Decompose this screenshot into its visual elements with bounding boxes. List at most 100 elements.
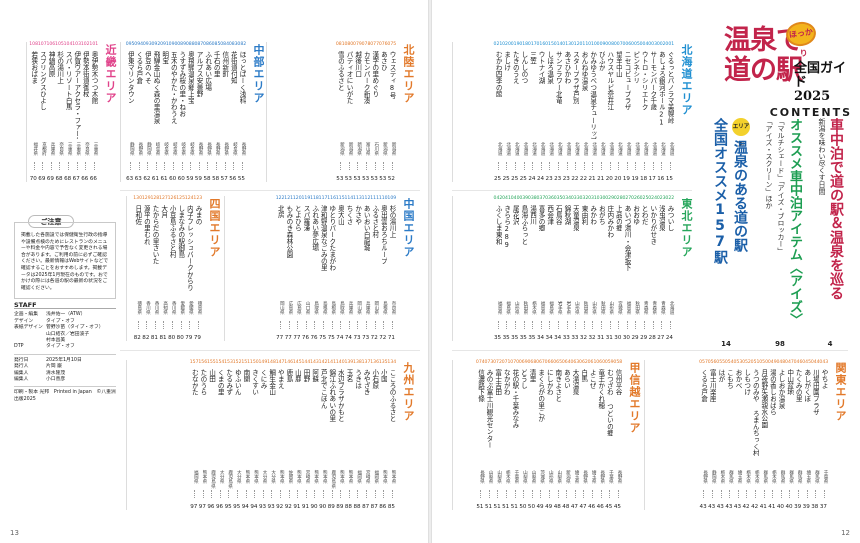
station-entry[interactable]: 004 ウトロ・シリエトク 北海道 18 xyxy=(640,42,649,182)
station-entry[interactable]: 104 スパ・リゾート白馬 三重県 68 xyxy=(64,42,73,182)
station-entry[interactable]: 109 杉の湯川上 奈良県 71 xyxy=(387,196,396,341)
station-entry[interactable]: 003 サーモンパーク千歳 北海道 17 xyxy=(648,42,657,182)
station-entry[interactable]: 073 みのぶ富士川観光センター 山梨県 51 xyxy=(485,360,494,510)
station-entry[interactable]: 046 たくみの里 群馬県 39 xyxy=(794,360,803,510)
station-entry[interactable]: 078 カモンパーク新湊 富山県 53 xyxy=(362,42,371,182)
station-entry[interactable]: 081 雪のふるさと 新潟県 53 xyxy=(336,42,345,182)
station-entry[interactable]: 121 もみのき森林公園 広島県 77 xyxy=(284,196,293,341)
station-entry[interactable]: 070 花の駅・千葉みなみ 千葉県 51 xyxy=(510,360,519,510)
station-entry[interactable]: 023 浅虫温泉 青森県 27 xyxy=(657,196,666,341)
station-entry[interactable]: 105 杉の湯川上 奈良県 68 xyxy=(55,42,64,182)
station-entry[interactable]: 028 上品の郷 宮城県 30 xyxy=(614,196,623,341)
station-entry[interactable]: 094 くるら戸倉 長野県 63 xyxy=(134,42,143,182)
station-entry[interactable]: 117 津和野温泉なごみの里 島根県 75 xyxy=(319,196,328,341)
station-entry[interactable]: 026 おおゆ 秋田県 29 xyxy=(631,196,640,341)
station-entry[interactable]: 119 スパ羅漢 山口県 76 xyxy=(301,196,310,341)
station-entry[interactable]: 013 あさひかわ 北海道 23 xyxy=(562,42,571,182)
station-entry[interactable]: 093 伊豆のへそ 静岡県 62 xyxy=(143,42,152,182)
station-entry[interactable]: 035 石鳥谷 岩手県 34 xyxy=(554,196,563,341)
station-entry[interactable]: 135 小国 熊本県 86 xyxy=(379,360,388,510)
station-entry[interactable]: 058 信州平谷 長野県 45 xyxy=(613,360,622,510)
station-entry[interactable]: 145 山鹿 熊本県 91 xyxy=(293,360,302,510)
station-entry[interactable]: 142 芦北でこぽん 熊本県 90 xyxy=(319,360,328,510)
station-entry[interactable]: 015 しほろ温泉 北海道 23 xyxy=(545,42,554,182)
station-entry[interactable]: 151 南関 熊本県 94 xyxy=(241,360,250,510)
station-entry[interactable]: 114 ちくさ 兵庫県 74 xyxy=(344,196,353,341)
station-entry[interactable]: 036 西会津 福島県 34 xyxy=(545,196,554,341)
station-entry[interactable]: 039 鳥海ふらっと 秋田県 35 xyxy=(519,196,528,341)
station-entry[interactable]: 075 ウェスティ8号 新潟県 52 xyxy=(387,42,396,182)
station-entry[interactable]: 095 伊東マリンタウン 静岡県 63 xyxy=(126,42,135,182)
station-entry[interactable]: 112 あいおい白龍城 兵庫県 73 xyxy=(362,196,371,341)
station-entry[interactable]: 045 あしがくぼ 埼玉県 39 xyxy=(802,360,811,510)
station-entry[interactable]: 111 ふるさと村 岡山県 72 xyxy=(370,196,379,341)
station-entry[interactable]: 005 ピンネシリ 北海道 19 xyxy=(631,42,640,182)
station-entry[interactable]: 136 小石原 福岡県 87 xyxy=(370,360,379,510)
station-entry[interactable]: 110 奥出雲おろちループ 島根県 72 xyxy=(379,196,388,341)
station-entry[interactable]: 127 大月 高知県 81 xyxy=(159,196,168,341)
station-entry[interactable]: 044 川場田園プラザ 群馬県 38 xyxy=(811,360,820,510)
station-entry[interactable]: 054 こもち 群馬県 43 xyxy=(725,360,734,510)
station-entry[interactable]: 011 おんねゆ温泉 北海道 22 xyxy=(579,42,588,182)
station-entry[interactable]: 008 ハウスヤルビ奈井江 北海道 20 xyxy=(605,42,614,182)
station-entry[interactable]: 156 たのうら 熊本県 97 xyxy=(198,360,207,510)
station-entry[interactable]: 102 伊勢本街道御杖 奈良県 66 xyxy=(81,42,90,182)
station-entry[interactable]: 042 ふくしま東和 福島県 35 xyxy=(494,196,503,341)
station-entry[interactable]: 067 まくらがの里こが 茨城県 49 xyxy=(536,360,545,510)
station-entry[interactable]: 130 日和佐 徳島県 82 xyxy=(133,196,142,341)
station-entry[interactable]: 048 よしおか温泉 群馬県 40 xyxy=(776,360,785,510)
station-entry[interactable]: 076 あさひ 新潟県 53 xyxy=(379,42,388,182)
station-entry[interactable]: 083 花街道付知 岐阜県 56 xyxy=(229,42,238,182)
station-entry[interactable]: 090 五木のやかた・かわうえ 岐阜県 60 xyxy=(169,42,178,182)
station-entry[interactable]: 146 鹿島 佐賀県 92 xyxy=(284,360,293,510)
station-entry[interactable]: 084 信州新町 長野県 57 xyxy=(220,42,229,182)
station-entry[interactable]: 129 源平の里むれ 香川県 82 xyxy=(142,196,151,341)
station-entry[interactable]: 143 阿蘇 熊本県 90 xyxy=(310,360,319,510)
station-entry[interactable]: 029 庄内みかわ 山形県 31 xyxy=(605,196,614,341)
station-entry[interactable]: 051 うつのみや ろまんちっく村 栃木県 42 xyxy=(751,360,760,510)
station-entry[interactable]: 115 奥大山 鳥取県 74 xyxy=(336,196,345,341)
station-entry[interactable]: 049 湯の香しおばら 栃木県 41 xyxy=(768,360,777,510)
station-entry[interactable]: 012 スタープラザ芦別 北海道 22 xyxy=(571,42,580,182)
station-entry[interactable]: 107 スプリングスひよし 京都府 69 xyxy=(38,42,47,182)
station-entry[interactable]: 139 玉名 熊本県 88 xyxy=(344,360,353,510)
station-entry[interactable]: 141 錦江ふれあいの里 鹿児島県 89 xyxy=(327,360,336,510)
station-entry[interactable]: 140 水辺プラザかもと 熊本県 89 xyxy=(336,360,345,510)
station-entry[interactable]: 010 かみゆうべつ温泉チューリップの湯 北海道 21 xyxy=(588,42,597,182)
station-entry[interactable]: 134 こころのふるさと 熊本県 85 xyxy=(387,360,396,510)
station-entry[interactable]: 155 山田 鹿児島県 96 xyxy=(207,360,216,510)
station-entry[interactable]: 101 奥伊勢木つつ木館 三重県 66 xyxy=(89,42,98,182)
station-entry[interactable]: 043 やちよ 千葉県 37 xyxy=(819,360,828,510)
station-entry[interactable]: 031 みかわ 山形県 32 xyxy=(588,196,597,341)
station-entry[interactable]: 024 いかりがせき 青森県 28 xyxy=(648,196,657,341)
station-entry[interactable]: 113 かさや 岡山県 73 xyxy=(353,196,362,341)
station-entry[interactable]: 014 サンフラワー北竜 北海道 23 xyxy=(554,42,563,182)
station-entry[interactable]: 088 奥飛騨温泉郷上宝 岐阜県 59 xyxy=(186,42,195,182)
station-entry[interactable]: 025 とわだ 青森県 29 xyxy=(640,196,649,341)
station-entry[interactable]: 009 びふか 北海道 21 xyxy=(597,42,606,182)
station-entry[interactable]: 002 あしょろ銀河ホール21 北海道 16 xyxy=(657,42,666,182)
station-entry[interactable]: 144 田野 宮崎県 91 xyxy=(301,360,310,510)
station-entry[interactable]: 123 みまの 徳島県 79 xyxy=(193,196,202,341)
station-entry[interactable]: 087 アルプス安曇野 長野県 59 xyxy=(194,42,203,182)
station-entry[interactable]: 040 尾花沢 山形県 35 xyxy=(511,196,520,341)
station-entry[interactable]: 027 あいづ湯川・会津坂下 福島県 30 xyxy=(622,196,631,341)
station-entry[interactable]: 137 みやざき 宮崎県 87 xyxy=(362,360,371,510)
station-entry[interactable]: 068 清里 山梨県 50 xyxy=(527,360,536,510)
station-entry[interactable]: 032 東由利 秋田県 32 xyxy=(579,196,588,341)
station-entry[interactable]: 150 きくすい 熊本県 94 xyxy=(250,360,259,510)
station-entry[interactable]: 022 みついし 北海道 24 xyxy=(665,196,674,341)
station-entry[interactable]: 072 富士吉田 山梨県 51 xyxy=(493,360,502,510)
station-entry[interactable]: 103 伊賀ウアーアクセラ・ファームパーク 三重県 67 xyxy=(72,42,81,182)
station-entry[interactable]: 059 むつざわ つどいの郷 千葉県 45 xyxy=(605,360,614,510)
station-entry[interactable]: 157 むなかた 福岡県 97 xyxy=(190,360,199,510)
station-entry[interactable]: 020 ましけ 北海道 25 xyxy=(502,42,511,182)
station-entry[interactable]: 038 湯西川 栃木県 35 xyxy=(528,196,537,341)
station-entry[interactable]: 086 ふれあい広場 長野県 58 xyxy=(203,42,212,182)
station-entry[interactable]: 037 喜多の郷 福島県 34 xyxy=(537,196,546,341)
station-entry[interactable]: 018 しんしのつ 北海道 25 xyxy=(519,42,528,182)
station-entry[interactable]: 056 富士川楽座 静岡県 43 xyxy=(708,360,717,510)
station-entry[interactable]: 041 きらら289 福島県 35 xyxy=(502,196,511,341)
feature-3[interactable]: エリア別 温泉のある道の駅 全国オススメ157駅 14 xyxy=(700,118,752,348)
station-entry[interactable]: 152 ゆふいん 大分県 95 xyxy=(233,360,242,510)
